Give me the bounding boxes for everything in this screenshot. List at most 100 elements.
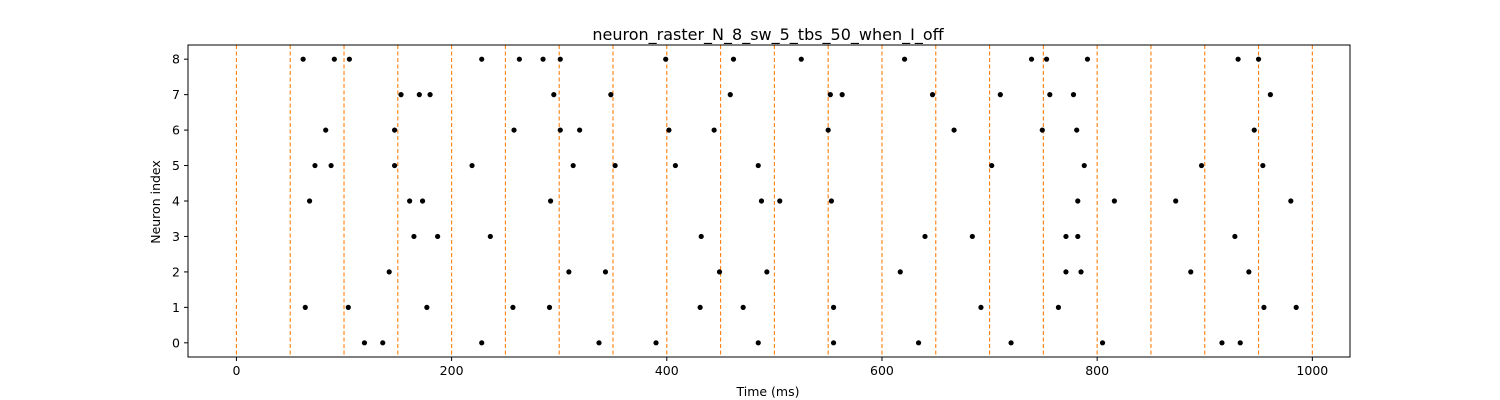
spike-point-n8-9 (798, 56, 804, 62)
spike-point-n4-9 (1173, 198, 1179, 204)
x-tick-label-600: 600 (870, 363, 894, 378)
spike-point-n5-9 (1081, 162, 1087, 169)
y-tick-label-0: 0 (172, 335, 180, 350)
spike-point-n8-4 (516, 56, 522, 62)
spike-point-n1-8 (978, 304, 984, 310)
spike-point-n1-10 (1261, 304, 1267, 310)
x-tick-label-200: 200 (440, 363, 464, 378)
spike-point-n7-10 (1047, 92, 1053, 98)
y-tick-label-6: 6 (172, 123, 180, 138)
spike-point-n4-0 (306, 198, 313, 204)
spike-point-n6-4 (577, 127, 583, 133)
spike-point-n2-5 (897, 269, 903, 275)
spike-point-n1-6 (740, 304, 746, 310)
spike-point-n4-3 (547, 198, 554, 204)
spike-point-n8-14 (1235, 56, 1241, 62)
spike-point-n7-7 (839, 92, 845, 98)
spike-point-n8-1 (331, 56, 337, 62)
spike-point-n4-6 (828, 198, 835, 204)
spike-point-n3-1 (435, 233, 441, 240)
spike-point-n2-6 (1063, 269, 1069, 275)
spike-point-n2-9 (1246, 269, 1252, 275)
spike-point-n8-0 (300, 56, 306, 62)
spike-point-n6-6 (711, 127, 717, 133)
y-tick-label-2: 2 (172, 264, 180, 279)
spike-point-n0-2 (479, 340, 485, 346)
spike-point-n0-3 (596, 340, 602, 346)
spike-point-n8-2 (346, 56, 352, 62)
spike-point-n5-2 (391, 162, 398, 169)
spike-point-n7-6 (827, 92, 833, 98)
spike-point-n6-11 (1251, 127, 1257, 133)
spike-point-n5-7 (755, 162, 761, 169)
spike-point-n8-8 (730, 56, 737, 62)
spike-point-n0-8 (1008, 340, 1014, 346)
spike-point-n3-5 (969, 233, 975, 240)
spike-point-n8-6 (557, 56, 563, 62)
spike-point-n6-5 (666, 127, 672, 133)
x-tick-label-0: 0 (232, 363, 240, 378)
spike-point-n2-7 (1078, 269, 1084, 275)
x-tick-label-400: 400 (655, 363, 679, 378)
spike-point-n3-0 (411, 233, 417, 240)
spike-point-n8-11 (1028, 56, 1035, 62)
spike-point-n1-2 (424, 304, 430, 310)
spike-point-n5-8 (989, 162, 995, 169)
spike-point-n5-6 (672, 162, 678, 169)
y-tick-label-1: 1 (172, 300, 180, 315)
spike-point-n0-7 (915, 340, 922, 346)
spike-point-n0-6 (830, 340, 837, 346)
spike-point-n4-5 (777, 198, 783, 204)
spike-point-n0-0 (361, 340, 368, 346)
chart-title: neuron_raster_N_8_sw_5_tbs_50_when_I_off (592, 25, 944, 45)
spike-point-n2-2 (602, 269, 609, 275)
x-axis-label: Time (ms) (735, 384, 799, 399)
spike-point-n0-11 (1237, 340, 1243, 346)
y-tick-label-4: 4 (172, 194, 180, 209)
spike-point-n7-1 (416, 92, 422, 98)
spike-point-n4-10 (1288, 198, 1294, 204)
spike-point-n0-5 (755, 340, 761, 346)
spike-point-n6-0 (323, 127, 329, 133)
spike-point-n8-10 (901, 56, 908, 62)
spike-point-n5-0 (312, 162, 318, 169)
spike-point-n4-8 (1111, 198, 1117, 204)
spike-point-n8-13 (1084, 56, 1091, 62)
spike-point-n3-7 (1075, 233, 1081, 240)
spike-point-n7-3 (551, 92, 557, 98)
spike-point-n2-8 (1188, 269, 1194, 275)
spike-point-n4-4 (758, 198, 765, 204)
spike-point-n1-9 (1055, 304, 1062, 310)
spike-points (300, 56, 1299, 346)
spike-point-n7-4 (608, 92, 614, 98)
spike-point-n1-7 (830, 304, 837, 310)
spike-point-n7-11 (1070, 92, 1077, 98)
spike-point-n7-8 (929, 92, 936, 98)
spike-point-n2-0 (386, 269, 392, 275)
spike-point-n0-9 (1099, 340, 1106, 346)
spike-point-n0-10 (1219, 340, 1225, 346)
spike-point-n3-2 (487, 233, 493, 240)
spike-point-n6-7 (825, 127, 831, 133)
spike-point-n7-9 (997, 92, 1003, 98)
spike-point-n3-8 (1232, 233, 1238, 240)
spike-point-n3-3 (698, 233, 704, 240)
spike-point-n6-3 (557, 127, 563, 133)
spike-point-n7-2 (427, 92, 433, 98)
y-tick-label-3: 3 (172, 229, 180, 244)
spike-point-n6-1 (391, 127, 398, 133)
spike-point-n5-5 (612, 162, 618, 169)
spike-point-n6-10 (1074, 127, 1080, 133)
spike-point-n4-7 (1075, 198, 1081, 204)
spike-point-n1-11 (1293, 304, 1299, 310)
spike-point-n7-12 (1267, 92, 1273, 98)
axes: 0 200 400 600 800 1000 0 1 2 3 4 5 6 7 8 (172, 44, 1351, 378)
spike-point-n7-0 (398, 92, 404, 98)
spike-point-n4-1 (407, 198, 413, 204)
spike-point-n2-1 (566, 269, 572, 275)
spike-point-n6-2 (511, 127, 517, 133)
x-tick-label-800: 800 (1085, 363, 1109, 378)
spike-point-n0-1 (380, 340, 386, 346)
plot-area (188, 45, 1350, 357)
plot-background (188, 45, 1350, 357)
